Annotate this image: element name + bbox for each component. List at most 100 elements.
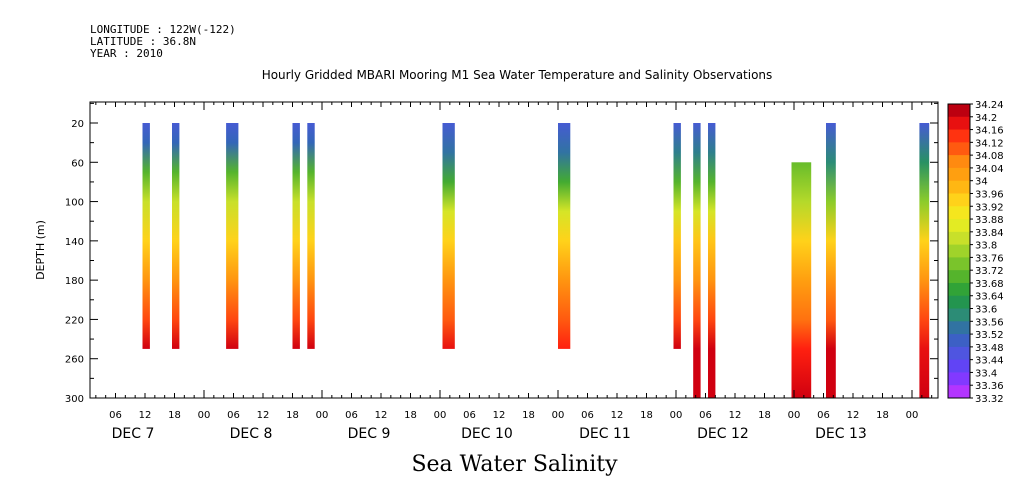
x-tick-label: 18: [758, 410, 771, 421]
x-tick-label: 12: [375, 410, 388, 421]
colorbar-swatch: [948, 321, 970, 335]
colorbar-swatch: [948, 334, 970, 348]
data-column: [442, 123, 455, 349]
colorbar-swatch: [948, 155, 970, 169]
y-tick-label: 60: [71, 158, 84, 169]
data-column: [558, 123, 571, 349]
x-tick-label: 18: [404, 410, 417, 421]
data-column: [791, 162, 812, 398]
colorbar-swatch: [948, 359, 970, 373]
x-tick-label: 12: [139, 410, 152, 421]
colorbar-label: 34.16: [975, 126, 1004, 137]
x-tick-label: 00: [198, 410, 211, 421]
x-tick-label: 06: [109, 410, 122, 421]
colorbar-swatch: [948, 257, 970, 271]
colorbar-label: 33.44: [975, 356, 1004, 367]
data-column: [826, 123, 836, 398]
y-tick-label: 140: [65, 237, 84, 248]
colorbar-swatch: [948, 270, 970, 284]
x-tick-label: 06: [817, 410, 830, 421]
colorbar-swatch: [948, 193, 970, 207]
x-tick-label: 18: [168, 410, 181, 421]
x-tick-label: 12: [257, 410, 270, 421]
colorbar-swatch: [948, 295, 970, 310]
y-tick-label: 180: [65, 276, 84, 287]
x-day-label: DEC 7: [112, 426, 155, 442]
colorbar-label: 34.24: [975, 100, 1004, 111]
colorbar-swatch: [948, 282, 970, 297]
x-tick-label: 06: [581, 410, 594, 421]
x-tick-label: 18: [876, 410, 889, 421]
x-tick-label: 18: [522, 410, 535, 421]
colorbar-swatch: [948, 244, 970, 258]
colorbar-label: 33.48: [975, 343, 1004, 354]
colorbar-label: 33.92: [975, 202, 1004, 213]
x-tick-label: 00: [316, 410, 329, 421]
colorbar-label: 33.76: [975, 253, 1004, 264]
x-day-label: DEC 13: [815, 426, 867, 442]
data-column: [919, 123, 930, 398]
x-tick-label: 00: [670, 410, 683, 421]
latitude-label: LATITUDE : 36.8N: [90, 35, 196, 48]
colorbar-label: 33.6: [975, 305, 997, 316]
colorbar-label: 34.12: [975, 138, 1004, 149]
x-tick-label: 00: [434, 410, 447, 421]
x-tick-label: 00: [906, 410, 919, 421]
colorbar-label: 33.96: [975, 190, 1004, 201]
colorbar-swatch: [948, 231, 970, 246]
colorbar-swatch: [948, 308, 970, 322]
colorbar-label: 34.2: [975, 113, 997, 124]
colorbar-swatch: [948, 116, 970, 131]
x-tick-label: 12: [493, 410, 506, 421]
x-tick-label: 12: [611, 410, 624, 421]
data-column: [673, 123, 681, 349]
colorbar-label: 34: [975, 177, 988, 188]
y-tick-label: 100: [65, 198, 84, 209]
data-column: [693, 123, 701, 398]
x-tick-label: 06: [227, 410, 240, 421]
colorbar-label: 34.08: [975, 151, 1004, 162]
colorbar-label: 33.72: [975, 266, 1004, 277]
colorbar-label: 34.04: [975, 164, 1004, 175]
year-label: YEAR : 2010: [90, 47, 163, 60]
chart-title: Hourly Gridded MBARI Mooring M1 Sea Wate…: [261, 68, 773, 82]
y-tick-label: 300: [65, 394, 84, 405]
colorbar-swatch: [948, 104, 970, 118]
colorbar-swatch: [948, 372, 970, 386]
data-column: [292, 123, 300, 349]
colorbar-swatch: [948, 206, 970, 220]
colorbar-swatch: [948, 129, 970, 143]
x-tick-label: 00: [552, 410, 565, 421]
x-axis-title: Sea Water Salinity: [411, 452, 618, 477]
data-column: [172, 123, 180, 349]
data-column: [142, 123, 150, 349]
colorbar-label: 33.88: [975, 215, 1004, 226]
colorbar-swatch: [948, 346, 970, 361]
colorbar-label: 33.32: [975, 394, 1004, 405]
colorbar-swatch: [948, 167, 970, 182]
data-column: [708, 123, 716, 398]
colorbar-label: 33.68: [975, 279, 1004, 290]
x-tick-label: 18: [286, 410, 299, 421]
x-tick-label: 12: [729, 410, 742, 421]
y-tick-label: 260: [65, 355, 84, 366]
colorbar-swatch: [948, 385, 970, 399]
x-day-label: DEC 9: [348, 426, 391, 442]
data-column: [226, 123, 239, 349]
colorbar-label: 33.52: [975, 330, 1004, 341]
x-tick-label: 06: [463, 410, 476, 421]
colorbar-label: 33.4: [975, 368, 997, 379]
x-day-label: DEC 8: [230, 426, 273, 442]
y-tick-label: 220: [65, 315, 84, 326]
colorbar-label: 33.56: [975, 317, 1004, 328]
y-tick-label: 20: [71, 119, 84, 130]
y-axis-title: DEPTH (m): [34, 220, 47, 280]
colorbar-label: 33.8: [975, 241, 997, 252]
x-tick-label: 06: [699, 410, 712, 421]
x-tick-label: 06: [345, 410, 358, 421]
x-tick-label: 00: [788, 410, 801, 421]
longitude-label: LONGITUDE : 122W(-122): [90, 23, 236, 36]
x-tick-label: 18: [640, 410, 653, 421]
